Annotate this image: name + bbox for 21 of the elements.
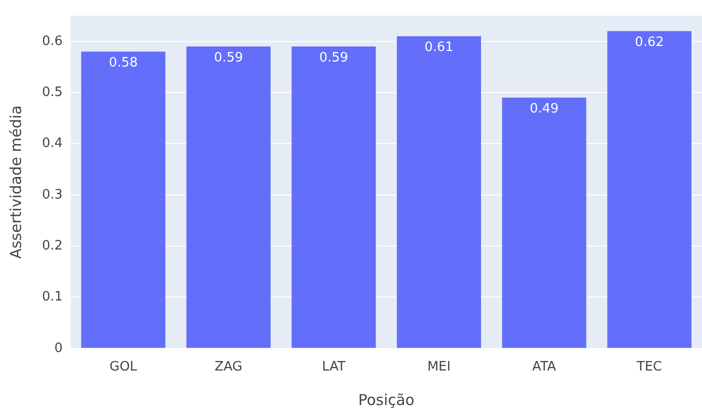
- x-tick-label: LAT: [322, 360, 346, 375]
- x-tick-label: ATA: [532, 360, 556, 375]
- data-label: 0.59: [214, 50, 243, 66]
- data-label: 0.59: [319, 50, 348, 66]
- x-tick-label: GOL: [110, 360, 138, 375]
- y-tick-label: 0.4: [42, 136, 63, 152]
- x-axis-title: Posição: [358, 390, 414, 409]
- y-tick-label: 0: [54, 340, 63, 356]
- data-label: 0.62: [634, 35, 664, 50]
- y-tick-label: 0.2: [42, 238, 63, 254]
- y-axis-title: Assertividade média: [6, 105, 25, 259]
- data-label: 0.49: [530, 102, 559, 117]
- x-tick-label: TEC: [636, 360, 662, 375]
- y-tick-label: 0.5: [42, 84, 63, 100]
- data-label: 0.58: [108, 55, 138, 70]
- y-tick-label: 0.6: [42, 34, 63, 49]
- y-tick-label: 0.3: [42, 187, 63, 202]
- x-tick-label: MEI: [427, 360, 451, 375]
- y-tick-label: 0.1: [42, 290, 63, 305]
- data-label: 0.61: [424, 40, 454, 56]
- x-tick-label: ZAG: [214, 360, 242, 375]
